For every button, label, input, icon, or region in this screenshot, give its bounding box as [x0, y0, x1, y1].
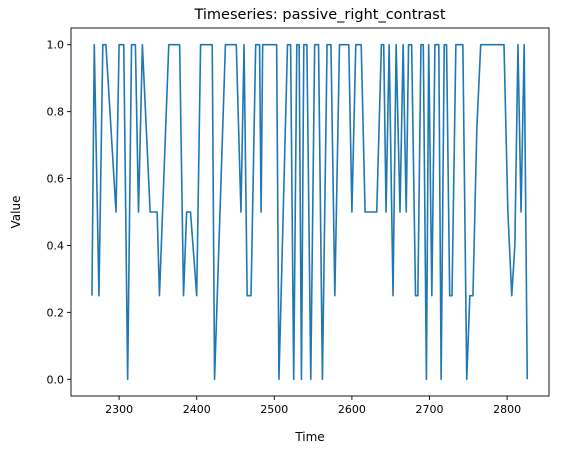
y-tick-label: 1.0 — [47, 39, 65, 52]
y-tick-label: 0.8 — [47, 106, 65, 119]
x-tick-label: 2800 — [493, 403, 521, 416]
plot-area — [70, 27, 550, 397]
x-tick-label: 2500 — [260, 403, 288, 416]
y-tick-label: 0.6 — [47, 173, 65, 186]
y-tick-label: 0.4 — [47, 239, 65, 252]
x-tick-label: 2600 — [338, 403, 366, 416]
x-tick-label: 2700 — [416, 403, 444, 416]
y-tick-label: 0.0 — [47, 373, 65, 386]
x-tick-label: 2400 — [183, 403, 211, 416]
y-axis-label: Value — [9, 196, 23, 229]
x-tick-label: 2300 — [105, 403, 133, 416]
chart-title: Timeseries: passive_right_contrast — [193, 7, 445, 23]
plot-frame — [70, 27, 550, 397]
x-axis: 2300 2400 2500 2600 2700 2800 — [105, 396, 521, 416]
series-line — [91, 43, 529, 381]
y-axis: 0.0 0.2 0.4 0.6 0.8 1.0 — [47, 39, 71, 386]
x-axis-label: Time — [294, 430, 324, 444]
y-tick-label: 0.2 — [47, 306, 65, 319]
